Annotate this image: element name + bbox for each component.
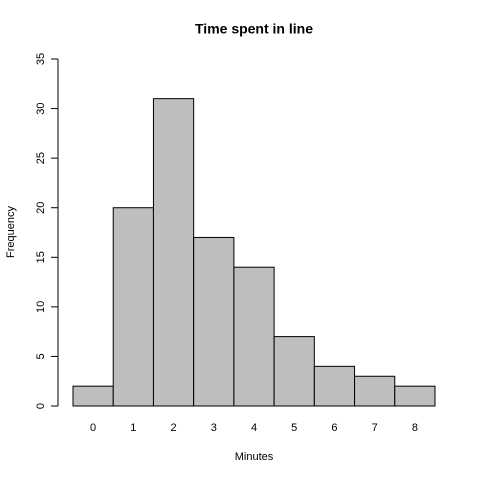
x-tick-label: 2 [170,422,176,434]
x-tick-label: 8 [412,422,418,434]
x-tick-label: 5 [291,422,297,434]
bar [394,385,436,407]
bar [193,236,235,407]
bar [354,375,396,407]
x-tick-label: 4 [251,422,257,434]
bar [72,385,114,407]
y-tick-label: 35 [35,53,47,65]
x-axis-label: Minutes [235,451,274,463]
x-tick-label: 1 [130,422,136,434]
bar [152,98,195,407]
y-tick-label: 5 [35,353,47,359]
y-tick-label: 25 [35,152,47,164]
y-axis-label: Frequency [5,206,17,258]
x-tick-label: 0 [90,422,96,434]
x-tick-label: 3 [211,422,217,434]
bar [233,266,275,407]
bar [313,365,356,407]
bar [273,336,315,407]
y-tick-label: 0 [35,403,47,409]
y-tick-label: 20 [35,202,47,214]
bar [112,207,154,407]
y-tick-label: 10 [35,301,47,313]
x-tick-label: 7 [372,422,378,434]
y-tick-label: 30 [35,102,47,114]
chart-title: Time spent in line [195,21,313,37]
x-tick-label: 6 [331,422,337,434]
y-tick-label: 15 [35,251,47,263]
